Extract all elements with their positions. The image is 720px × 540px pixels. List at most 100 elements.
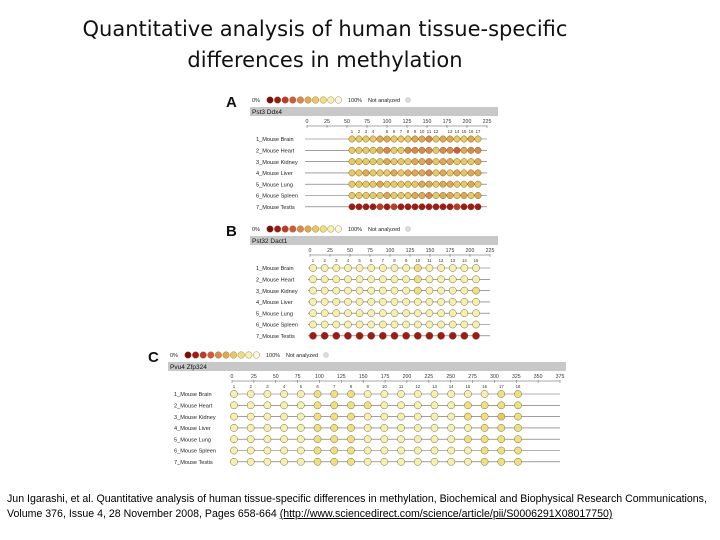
panel-b-cpg-dot: [402, 275, 410, 284]
panel-c-cpg-dot: [280, 446, 288, 455]
panel-b-cpg-dot: [390, 286, 399, 295]
panel-a-cpg-dot: [404, 180, 412, 188]
panel-a-cpg-dot: [348, 135, 356, 143]
panel-b-cpg-dot: [460, 275, 469, 284]
panel-c-cpg-dot: [480, 390, 489, 398]
panel-c-cpg-dot: [397, 424, 405, 432]
panel-a-legend-not-analyzed-swatch: [405, 97, 411, 103]
panel-a-cpg-number: 7: [400, 129, 403, 134]
panel-c-cpg-dot: [514, 424, 522, 432]
panel-c-cpg-dot: [464, 435, 472, 444]
panel-a-cpg-dot: [474, 135, 482, 143]
panel-a-row-label: 2_Mouse Heart: [256, 149, 295, 155]
panel-a-cpg-dot: [397, 203, 405, 211]
panel-a-cpg-dot: [411, 146, 419, 154]
caption-source-link[interactable]: (http://www.sciencedirect.com/science/ar…: [279, 508, 613, 520]
panel-a-cpg-dot: [432, 169, 440, 177]
panel-b-cpg-dot: [390, 264, 399, 272]
panel-c-cpg-dot: [363, 457, 372, 466]
panel-a-cpg-dot: [390, 169, 398, 177]
panel-b-legend-not-analyzed: Not analyzed: [368, 227, 400, 233]
panel-c-cpg-dot: [313, 446, 322, 455]
panel-a-cpg-number: 3: [365, 129, 368, 134]
panel-a-row-label: 4_Mouse Liver: [256, 171, 293, 177]
panel-b-cpg-dot: [355, 264, 364, 272]
panel-a-cpg-dot: [411, 192, 419, 199]
panel-b-row-label: 4_Mouse Liver: [256, 300, 293, 306]
panel-c-cpg-dot: [447, 457, 456, 466]
panel-b-cpg-dot: [309, 309, 317, 318]
panel-a-cpg-dot: [425, 192, 433, 199]
panel-b-cpg-dot: [390, 275, 399, 284]
panel-c-legend-swatch: [214, 351, 222, 359]
panel-c-cpg-dot: [497, 390, 506, 398]
panel-a-legend-swatch: [266, 96, 274, 104]
panel-c-cpg-dot: [230, 390, 238, 398]
panel-a-cpg-dot: [397, 180, 405, 188]
panel-b-cpg-dot: [472, 275, 480, 284]
panel-b-cpg-dot: [355, 286, 364, 295]
panel-a-cpg-dot: [383, 146, 391, 154]
panel-c-cpg-dot: [363, 401, 372, 410]
panel-b-cpg-dot: [437, 264, 445, 272]
panel-c-cpg-dot: [413, 435, 422, 444]
panel-a-cpg-dot: [425, 180, 433, 188]
panel-b-cpg-dot: [355, 320, 364, 329]
panel-b-header-label: Pst32 Dact1: [252, 238, 288, 245]
panel-c-row-label: 3_Mouse Kidney: [174, 415, 216, 421]
panel-a-cpg-dot: [390, 180, 398, 188]
panel-b-cpg-dot: [413, 264, 422, 272]
panel-c-cpg-number: 2: [250, 384, 253, 389]
panel-a-cpg-dot: [432, 203, 440, 211]
panel-c-cpg-dot: [330, 401, 339, 410]
panel-a-cpg-dot: [348, 158, 356, 166]
panel-b-cpg-dot: [437, 309, 445, 318]
panel-a-cpg-dot: [432, 180, 440, 188]
panel-a-cpg-dot: [362, 169, 370, 177]
panel-a-cpg-dot: [439, 192, 447, 199]
panel-b-cpg-dot: [448, 264, 457, 272]
panel-a-cpg-dot: [474, 158, 482, 166]
panel-b-cpg-dot: [448, 320, 457, 329]
panel-a-cpg-dot: [453, 146, 461, 154]
panel-c-legend-swatch: [252, 351, 260, 359]
panel-c-cpg-dot: [280, 390, 288, 398]
panel-c-axis-tick-label: 225: [424, 374, 433, 380]
panel-c-cpg-dot: [413, 412, 422, 421]
panel-c-cpg-dot: [397, 457, 405, 466]
panel-c-cpg-dot: [430, 435, 439, 444]
panel-b-cpg-dot: [448, 309, 457, 318]
panel-c-cpg-dot: [380, 457, 389, 466]
panel-a-cpg-dot: [453, 135, 461, 143]
panel-a-cpg-dot: [425, 135, 433, 143]
panel-c-cpg-number: 17: [499, 384, 504, 389]
panel-c-cpg-dot: [464, 457, 472, 466]
panel-a-cpg-dot: [390, 203, 398, 211]
panel-a-cpg-number: 8: [407, 129, 410, 134]
panel-b-cpg-dot: [332, 320, 341, 329]
panel-a-cpg-dot: [467, 135, 475, 143]
panel-b-cpg-dot: [309, 275, 317, 284]
panel-b-cpg-dot: [460, 298, 469, 306]
panel-a-cpg-number: 2: [358, 129, 361, 134]
panel-c-cpg-dot: [497, 435, 506, 444]
panel-b-cpg-dot: [472, 298, 480, 306]
panel-c-cpg-dot: [413, 446, 422, 455]
panel-a-legend-swatch: [312, 96, 320, 104]
panel-c-cpg-dot: [230, 424, 238, 432]
panel-b-legend-swatch: [289, 225, 297, 233]
panel-b-cpg-dot: [309, 286, 317, 295]
panel-b-cpg-dot: [367, 275, 376, 284]
panel-c-axis-tick-label: 0: [231, 374, 234, 380]
panel-a-cpg-dot: [411, 180, 419, 188]
panel-b-cpg-dot: [402, 286, 410, 295]
panel-c-axis-tick-label: 50: [273, 374, 279, 380]
panel-a-row-label: 6_Mouse Spleen: [256, 194, 298, 200]
panel-c-cpg-dot: [480, 457, 489, 466]
panel-c-row-label: 5_Mouse Lung: [174, 437, 211, 443]
panel-c-cpg-dot: [280, 424, 288, 432]
panel-a-cpg-dot: [390, 192, 398, 199]
panel-b-cpg-number: 15: [474, 258, 479, 263]
panel-b-cpg-dot: [379, 275, 387, 284]
